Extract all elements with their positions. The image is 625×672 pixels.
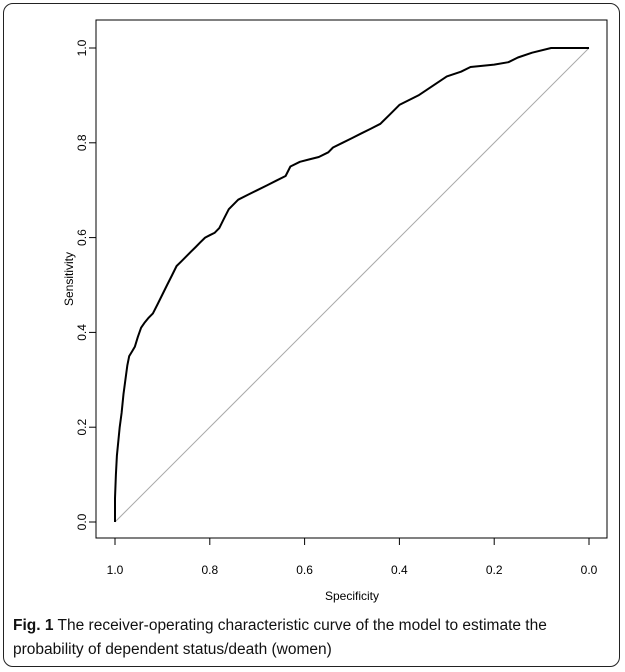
y-tick-label: 0.6 <box>75 229 89 246</box>
figure-caption: Fig. 1 The receiver-operating characteri… <box>13 614 613 662</box>
x-tick-label: 0.0 <box>581 563 598 577</box>
roc-curve-line <box>114 47 589 522</box>
y-tick-label: 0.0 <box>75 513 89 530</box>
x-axis-title: Specificity <box>325 589 379 603</box>
y-axis-title: Sensitivity <box>62 252 76 306</box>
x-tick-label: 0.6 <box>296 563 313 577</box>
plot-area-border <box>95 19 608 539</box>
caption-text: The receiver-operating characteristic cu… <box>13 617 547 658</box>
y-tick-label: 1.0 <box>75 39 89 56</box>
x-tick-label: 0.8 <box>201 563 218 577</box>
caption-label: Fig. 1 <box>13 617 54 634</box>
series-layer <box>114 47 590 523</box>
y-axis: 0.0 0.2 0.4 0.6 0.8 1.0 <box>75 39 96 530</box>
y-tick-label: 0.4 <box>75 324 89 341</box>
reference-diagonal-line <box>114 47 590 523</box>
y-tick-label: 0.2 <box>75 419 89 436</box>
x-tick-label: 0.4 <box>391 563 408 577</box>
y-tick-label: 0.8 <box>75 134 89 151</box>
x-tick-label: 0.2 <box>486 563 503 577</box>
x-tick-label: 1.0 <box>107 563 124 577</box>
figure-frame <box>3 3 620 667</box>
x-axis: 1.0 0.8 0.6 0.4 0.2 0.0 <box>107 538 598 577</box>
